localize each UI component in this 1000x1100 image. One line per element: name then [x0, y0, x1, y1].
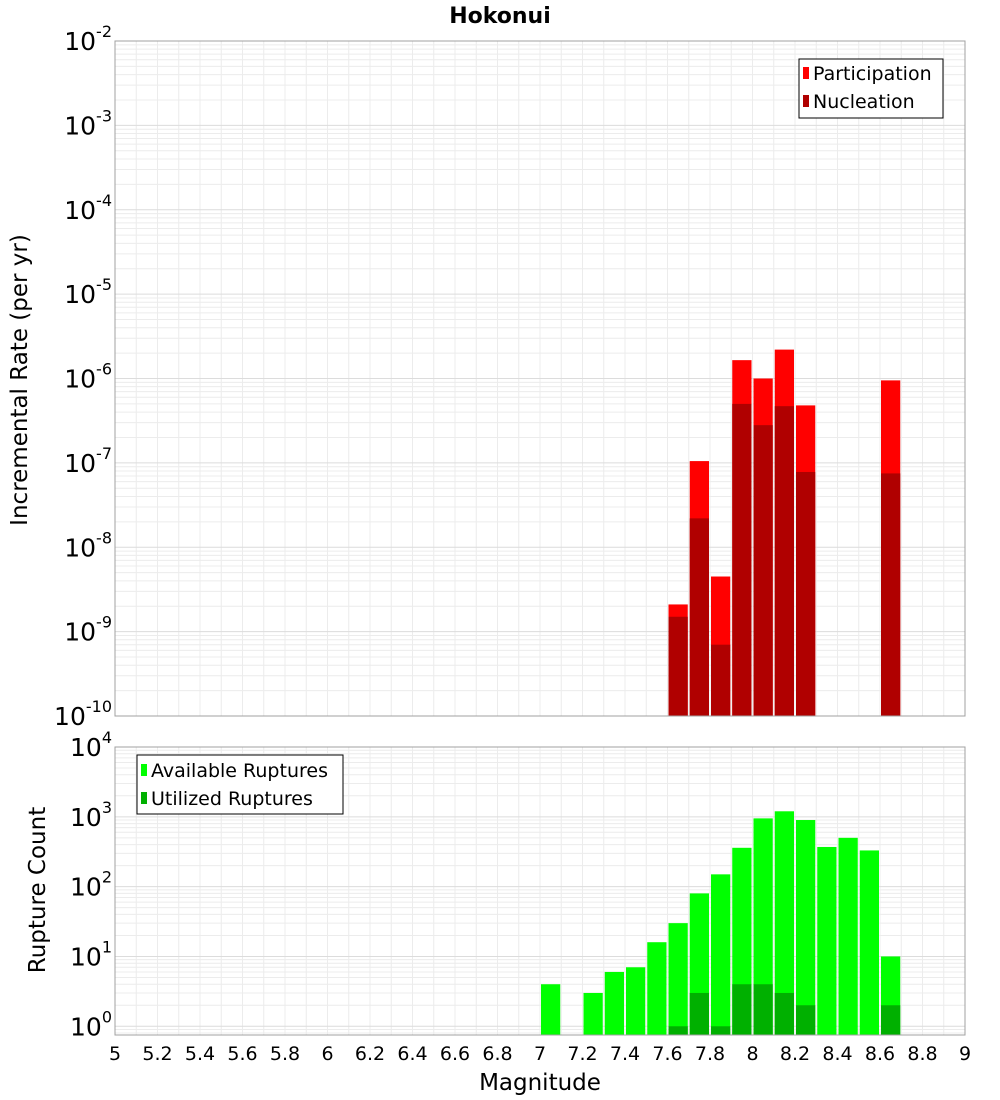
x-tick-label: 8.2 [780, 1043, 810, 1065]
bottom-available-ruptures-bar [583, 992, 603, 1035]
x-tick-label: 6.2 [355, 1043, 385, 1065]
top-nucleation-bar [881, 473, 901, 716]
bottom-utilized-ruptures-bar [711, 1026, 731, 1035]
bottom-available-ruptures-bar [859, 850, 879, 1035]
x-axis-label: Magnitude [479, 1070, 601, 1096]
bottom-y-axis-label: Rupture Count [25, 807, 51, 973]
top-nucleation-bar [774, 406, 794, 716]
bottom-available-ruptures-bar [668, 923, 688, 1035]
bottom-plot-bars [541, 811, 901, 1035]
top-y-tick-label: 10-5 [64, 275, 112, 309]
top-y-tick-label: 10-3 [64, 106, 112, 140]
bottom-available-ruptures-bar [796, 820, 816, 1035]
x-tick-label: 8.6 [865, 1043, 895, 1065]
top-nucleation-bar [689, 518, 709, 716]
top-nucleation-bar [732, 403, 752, 716]
bottom-legend-box [136, 754, 344, 815]
top-nucleation-bar [668, 616, 688, 716]
legend-participation-swatch [803, 67, 809, 79]
top-nucleation-bar [711, 644, 731, 716]
top-y-tick-label: 10-8 [64, 528, 112, 562]
x-tick-label: 7.6 [652, 1043, 682, 1065]
bottom-y-tick-labels: 100 101 102 103 104 [70, 728, 112, 1041]
x-tick-label: 6 [321, 1043, 333, 1065]
bottom-y-tick-label: 101 [70, 937, 112, 971]
top-plot-bars [668, 349, 901, 716]
bottom-utilized-ruptures-bar [753, 984, 773, 1035]
bottom-available-ruptures-bar [626, 967, 646, 1035]
x-tick-label: 7.8 [695, 1043, 725, 1065]
x-tick-label: 8.8 [907, 1043, 937, 1065]
top-nucleation-bar [753, 425, 773, 716]
top-y-tick-label: 10-9 [64, 613, 112, 647]
top-plot-frame [114, 40, 966, 717]
bottom-y-tick-label: 102 [70, 868, 112, 902]
top-y-tick-label: 10-7 [64, 444, 112, 478]
bottom-utilized-ruptures-bar [774, 992, 794, 1035]
top-legend-box [798, 58, 944, 119]
bottom-available-ruptures-bar [711, 874, 731, 1035]
x-tick-label: 8 [746, 1043, 758, 1065]
x-tick-label: 5.2 [142, 1043, 172, 1065]
x-tick-label: 5.6 [227, 1043, 257, 1065]
bottom-available-ruptures-bar [541, 984, 561, 1035]
bottom-y-tick-label: 100 [70, 1007, 112, 1041]
x-tick-label: 7.2 [567, 1043, 597, 1065]
bottom-y-tick-label: 103 [70, 798, 112, 832]
x-tick-label: 6.8 [482, 1043, 512, 1065]
bottom-available-ruptures-bar [838, 837, 858, 1035]
top-y-tick-label: 10-10 [54, 697, 112, 731]
legend-utilized-ruptures-swatch [141, 792, 147, 804]
top-plot-gridlines [114, 40, 966, 717]
x-tick-label: 7 [534, 1043, 546, 1065]
top-nucleation-bar [796, 471, 816, 716]
x-tick-label: 5.4 [185, 1043, 215, 1065]
legend-participation-label: Participation [813, 63, 932, 85]
x-tick-labels: 5 5.2 5.4 5.6 5.8 6 6.2 6.4 6.6 6.8 7 7.2 7.4 7.6 7.8 8… [109, 1043, 971, 1065]
legend-nucleation-swatch [803, 95, 809, 107]
top-y-tick-label: 10-4 [64, 191, 112, 225]
bottom-utilized-ruptures-bar [881, 1005, 901, 1035]
x-tick-label: 6.6 [440, 1043, 470, 1065]
legend-utilized-ruptures-label: Utilized Ruptures [151, 788, 313, 810]
bottom-utilized-ruptures-bar [689, 992, 709, 1035]
bottom-utilized-ruptures-bar [796, 1005, 816, 1035]
bottom-available-ruptures-bar [753, 818, 773, 1035]
top-y-tick-label: 10-2 [64, 22, 112, 56]
x-tick-label: 6.4 [397, 1043, 427, 1065]
bottom-y-tick-label: 104 [70, 728, 112, 762]
bottom-utilized-ruptures-bar [668, 1026, 688, 1035]
bottom-available-ruptures-bar [817, 846, 837, 1035]
bottom-legend: Available Ruptures Utilized Ruptures [136, 754, 344, 815]
top-y-axis-label: Incremental Rate (per yr) [7, 234, 33, 526]
x-tick-label: 8.4 [822, 1043, 852, 1065]
top-y-tick-labels: 10-2 10-3 10-4 10-5 10-6 10-7 10-8 10-9 10-10 [54, 22, 112, 731]
top-y-tick-label: 10-6 [64, 360, 112, 394]
chart-title: Hokonui [449, 4, 551, 29]
x-tick-label: 5 [109, 1043, 121, 1065]
bottom-plot-frame [114, 746, 966, 1036]
bottom-utilized-ruptures-bar [732, 984, 752, 1035]
x-tick-label: 5.8 [270, 1043, 300, 1065]
x-tick-label: 9 [959, 1043, 971, 1065]
legend-available-ruptures-swatch [141, 764, 147, 776]
bottom-available-ruptures-bar [774, 811, 794, 1035]
legend-available-ruptures-label: Available Ruptures [151, 760, 328, 782]
x-tick-label: 7.4 [610, 1043, 640, 1065]
bottom-available-ruptures-bar [647, 942, 667, 1035]
bottom-available-ruptures-bar [604, 971, 624, 1035]
legend-nucleation-label: Nucleation [813, 91, 915, 113]
top-legend: Participation Nucleation [798, 58, 944, 119]
